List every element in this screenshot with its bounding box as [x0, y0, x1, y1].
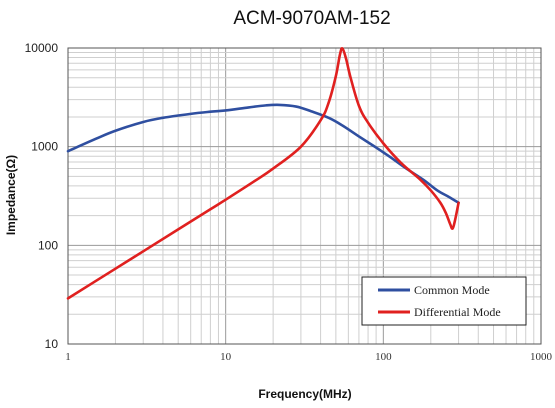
tick-labels: 1 10 100 1000 10 100 1000 10000	[25, 41, 553, 363]
y-axis-title: Impedance(Ω)	[4, 155, 18, 235]
chart-title: ACM-9070AM-152	[233, 8, 390, 29]
legend-box	[361, 276, 527, 326]
legend-label-differential-mode: Differential Mode	[414, 305, 501, 319]
legend-label-common-mode: Common Mode	[414, 283, 490, 297]
series-lines	[66, 47, 460, 300]
x-tick-label: 100	[375, 351, 392, 363]
series-line-common-mode	[66, 103, 460, 205]
legend: Common Mode Differential Mode	[361, 276, 527, 326]
y-tick-label: 10	[45, 337, 59, 351]
plot-frame	[67, 47, 542, 345]
x-axis-title: Frequency(MHz)	[258, 387, 351, 401]
x-tick-label: 10	[220, 351, 232, 363]
y-tick-label: 1000	[31, 140, 58, 154]
x-tick-label: 1	[65, 351, 71, 363]
y-tick-label: 10000	[25, 41, 59, 55]
x-tick-label: 1000	[530, 351, 553, 363]
series-line-differential-mode	[66, 47, 460, 300]
y-tick-label: 100	[38, 238, 58, 252]
